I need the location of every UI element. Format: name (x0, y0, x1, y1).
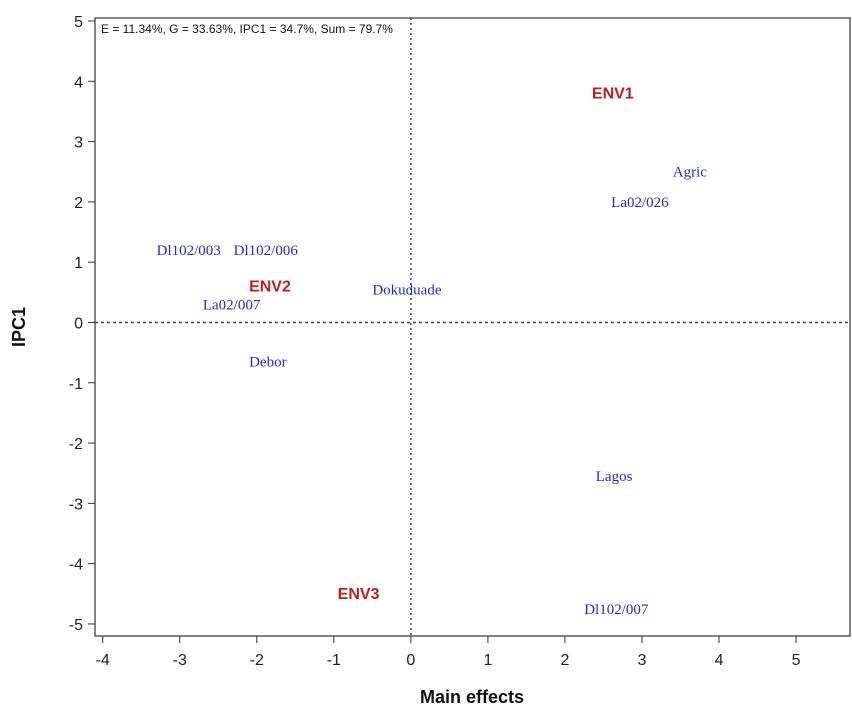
y-axis-ticks: 5 4 3 2 1 0 -1 -2 -3 -4 -5 (69, 14, 95, 634)
genotype-point-label: Dokuduade (372, 282, 441, 298)
x-tick-label: 0 (406, 652, 415, 669)
variance-header: E = 11.34%, G = 33.63%, IPC1 = 34.7%, Su… (101, 22, 393, 36)
reference-lines (95, 18, 850, 636)
x-tick-label: -4 (96, 652, 110, 669)
genotype-point-label: Agric (673, 165, 707, 181)
genotype-point-label: Dl102/006 (234, 243, 299, 259)
x-tick-label: -1 (327, 652, 341, 669)
y-axis-title: IPC1 (9, 307, 29, 347)
x-axis-ticks: -4 -3 -2 -1 0 1 2 3 4 5 (96, 636, 801, 669)
y-tick-label: 3 (74, 135, 83, 152)
environment-point-label: ENV2 (249, 278, 291, 295)
y-tick-label: -5 (69, 617, 83, 634)
x-tick-label: -2 (250, 652, 264, 669)
y-tick-label: -3 (69, 496, 83, 513)
y-tick-label: -4 (69, 557, 83, 574)
y-tick-label: 2 (74, 195, 83, 212)
y-tick-label: 0 (74, 315, 83, 332)
genotype-point-label: Dl102/003 (157, 243, 221, 259)
x-tick-label: 3 (638, 652, 647, 669)
environment-point-label: ENV1 (592, 85, 634, 102)
y-tick-label: 1 (74, 255, 83, 272)
genotype-point-label: Debor (249, 355, 287, 371)
x-tick-label: 4 (715, 652, 724, 669)
y-tick-label: -1 (69, 376, 83, 393)
genotype-point-label: Lagos (596, 469, 633, 485)
genotype-point-label: La02/026 (611, 195, 669, 211)
x-tick-label: -3 (173, 652, 187, 669)
plot-frame (94, 17, 851, 637)
x-axis-title: Main effects (420, 687, 524, 707)
x-tick-label: 2 (560, 652, 569, 669)
y-tick-label: 5 (74, 14, 83, 31)
x-tick-label: 1 (483, 652, 492, 669)
environment-point-label: ENV3 (338, 586, 380, 603)
genotype-point-label: La02/007 (203, 297, 261, 313)
y-tick-label: -2 (69, 436, 83, 453)
genotype-point-label: Dl102/007 (584, 602, 649, 618)
x-tick-label: 5 (792, 652, 801, 669)
y-tick-label: 4 (74, 74, 83, 91)
